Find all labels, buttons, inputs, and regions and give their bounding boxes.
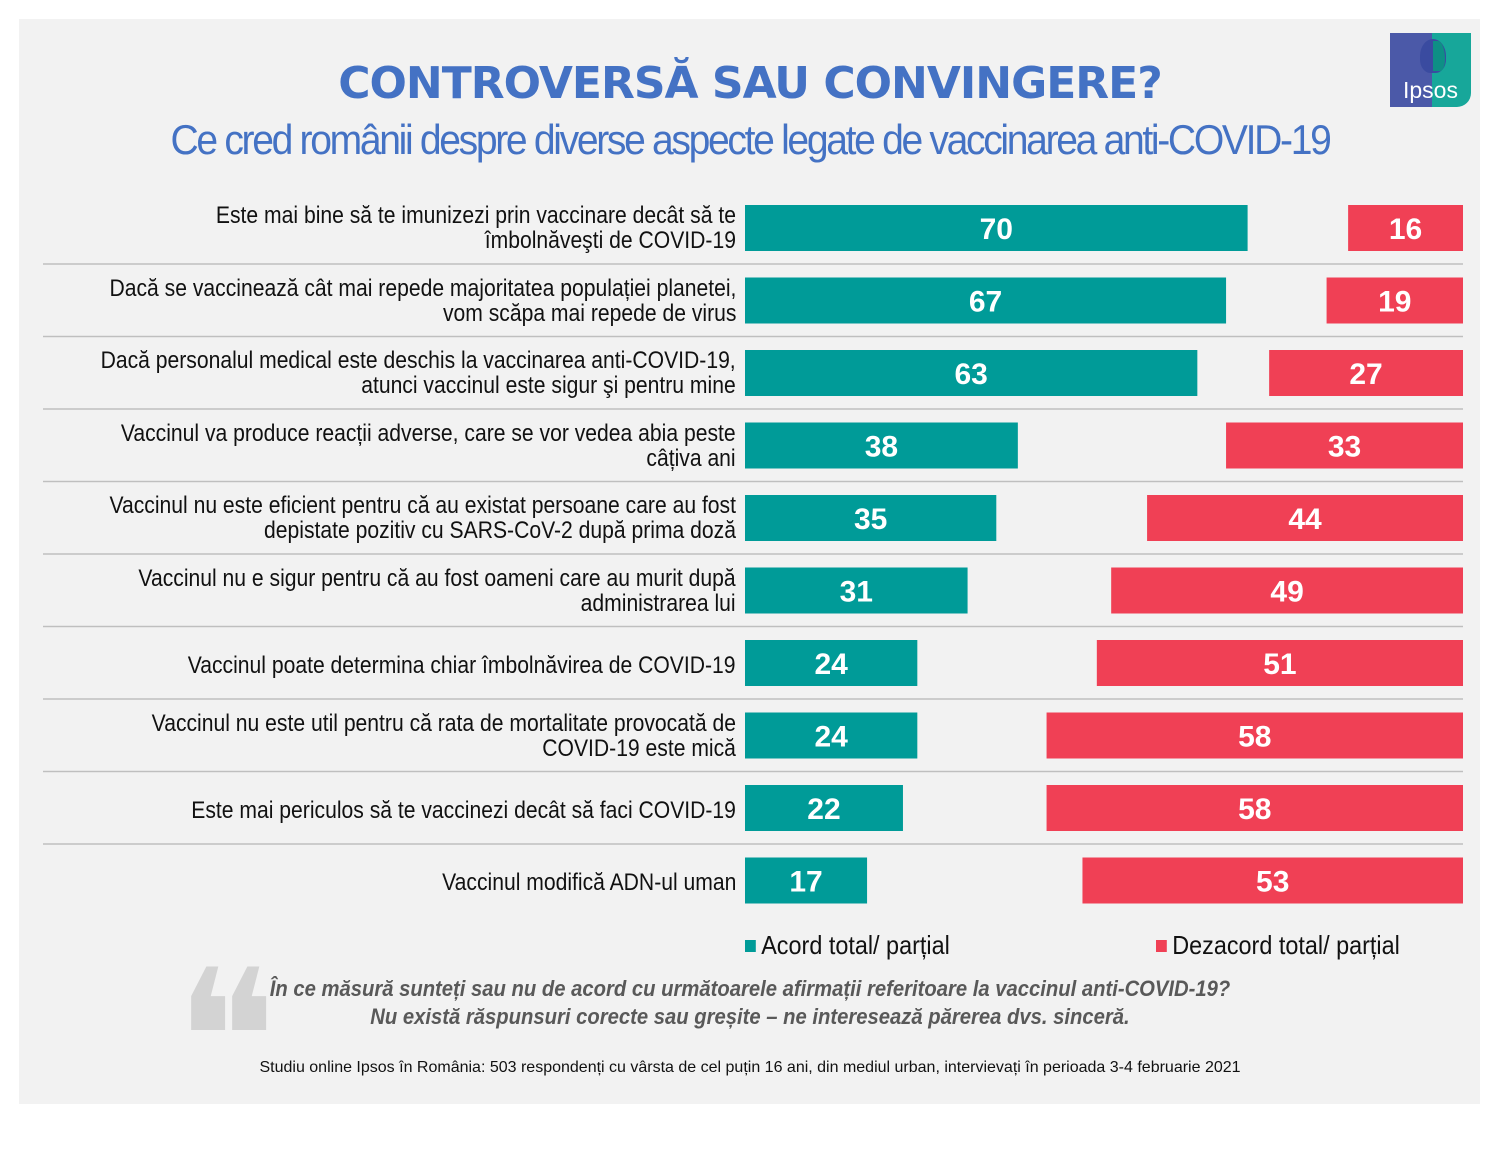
disagree-bar <box>1046 712 1463 759</box>
disagree-bar <box>1111 567 1463 614</box>
category-label-line: Vaccinul nu este eficient pentru că au e… <box>109 492 736 519</box>
legend-label-agree: Acord total/ parțial <box>761 930 950 960</box>
disagree-bar <box>1147 495 1463 541</box>
agree-value-label: 24 <box>814 721 848 754</box>
category-label-line: câțiva ani <box>646 444 736 472</box>
agree-value-label: 35 <box>854 503 887 536</box>
category-label: Vaccinul nu este eficient pentru că au e… <box>109 493 736 543</box>
category-label-line: depistate pozitiv cu SARS-CoV-2 după pri… <box>264 517 736 544</box>
legend-swatch-disagree <box>1156 940 1167 952</box>
category-label-line: administrarea lui <box>581 589 736 617</box>
category-label-line: Este mai bine să te imunizezi prin vacci… <box>215 202 736 229</box>
category-label-line: atunci vaccinul este sigur şi pentru min… <box>361 372 736 399</box>
legend-swatch-agree <box>745 940 756 952</box>
category-label-line: îmbolnăveşti de COVID-19 <box>484 227 736 254</box>
category-label: Vaccinul nu este util pentru că rata de … <box>152 711 736 761</box>
footnote: Studiu online Ipsos în România: 503 resp… <box>259 1059 1241 1076</box>
category-label: Vaccinul poate determina chiar îmbolnăvi… <box>188 653 736 678</box>
agree-value-label: 24 <box>814 648 848 681</box>
category-label-line: Vaccinul nu e sigur pentru că au fost oa… <box>138 564 736 592</box>
agree-value-label: 67 <box>969 286 1002 319</box>
page-title: CONTROVERSĂ SAU CONVINGERE? <box>338 58 1163 109</box>
page-subtitle: Ce cred românii despre diverse aspecte l… <box>170 116 1332 163</box>
category-label-line: COVID-19 este mică <box>542 734 736 762</box>
question-line-1: În ce măsură sunteți sau nu de acord cu … <box>269 976 1231 1001</box>
disagree-bar <box>1096 640 1463 686</box>
category-label-line: Vaccinul nu este util pentru că rata de … <box>151 709 736 737</box>
disagree-bar <box>1046 785 1463 831</box>
category-label: Vaccinul modifică ADN-ul uman <box>442 870 736 895</box>
agree-bar <box>745 277 1227 324</box>
category-label: Vaccinul nu e sigur pentru că au fost oa… <box>139 566 736 616</box>
agree-bar <box>745 712 918 759</box>
category-label-line: Dacă se vaccinează cât mai repede majori… <box>109 274 736 302</box>
category-label: Vaccinul va produce reacții adverse, car… <box>121 421 736 471</box>
agree-bar <box>745 422 1018 469</box>
agree-value-label: 31 <box>840 576 873 609</box>
agree-value-label: 63 <box>954 358 987 391</box>
legend-item-agree: Acord total/ parțial <box>745 930 950 961</box>
ipsos-logo: Ipsos <box>1390 33 1471 107</box>
disagree-value-label: 44 <box>1288 503 1322 536</box>
logo-text: Ipsos <box>1403 77 1458 103</box>
disagree-bar <box>1226 422 1463 469</box>
legend-item-disagree: Dezacord total/ parțial <box>1156 930 1400 961</box>
category-label-line: Vaccinul modifică ADN-ul uman <box>441 869 736 896</box>
agree-value-label: 22 <box>807 793 840 826</box>
agree-bar <box>745 205 1248 251</box>
category-label-line: Dacă personalul medical este deschis la … <box>100 347 736 374</box>
infographic-panel <box>19 19 1480 1104</box>
legend-label-disagree: Dezacord total/ parțial <box>1172 930 1400 960</box>
disagree-bar <box>1348 205 1463 251</box>
agree-bar <box>745 785 903 831</box>
disagree-value-label: 53 <box>1256 866 1289 899</box>
survey-question: În ce măsură sunteți sau nu de acord cu … <box>60 975 1440 1031</box>
bar-chart: 70 16 67 19 63 27 38 33 35 44 31 49 24 51 24 58 22 58 17 53 <box>43 205 1463 904</box>
category-label-line: vom scăpa mai repede de virus <box>442 299 736 327</box>
agree-bar <box>745 857 868 904</box>
disagree-value-label: 51 <box>1263 648 1296 681</box>
category-label-line: Vaccinul va produce reacții adverse, car… <box>121 419 736 447</box>
disagree-value-label: 58 <box>1238 721 1271 754</box>
agree-bar <box>745 567 968 614</box>
category-label-line: Este mai periculos să te vaccinezi decât… <box>191 796 736 824</box>
disagree-bar <box>1082 857 1463 904</box>
category-label-line: Vaccinul poate determina chiar îmbolnăvi… <box>188 651 736 679</box>
disagree-value-label: 27 <box>1349 358 1382 391</box>
agree-value-label: 70 <box>980 213 1013 246</box>
agree-value-label: 17 <box>789 866 822 899</box>
disagree-bar <box>1269 350 1463 396</box>
disagree-value-label: 49 <box>1270 576 1303 609</box>
disagree-value-label: 33 <box>1328 431 1361 464</box>
agree-bar <box>745 350 1198 396</box>
disagree-value-label: 58 <box>1238 793 1271 826</box>
disagree-value-label: 16 <box>1389 213 1422 246</box>
category-label: Este mai bine să te imunizezi prin vacci… <box>216 203 736 253</box>
agree-bar <box>745 640 918 686</box>
disagree-bar <box>1326 277 1463 324</box>
quote-icon: ❝ <box>175 929 278 1150</box>
disagree-value-label: 19 <box>1378 286 1411 319</box>
question-line-2: Nu există răspunsuri corecte sau greșite… <box>370 1004 1130 1029</box>
category-label: Este mai periculos să te vaccinezi decât… <box>191 798 736 823</box>
category-label: Dacă se vaccinează cât mai repede majori… <box>109 276 736 326</box>
agree-value-label: 38 <box>865 431 898 464</box>
category-label: Dacă personalul medical este deschis la … <box>101 348 736 398</box>
agree-bar <box>745 495 997 541</box>
